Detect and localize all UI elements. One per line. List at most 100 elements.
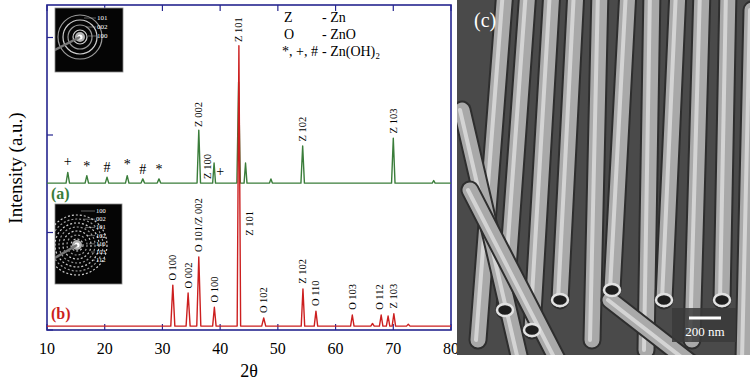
- x-tick-top: [162, 5, 163, 11]
- tube: [664, 0, 678, 300]
- xrd-trace: [47, 46, 451, 326]
- peak-label: O 102: [258, 287, 269, 313]
- peak-symbol: +: [64, 154, 72, 169]
- inset-rings: [55, 15, 102, 59]
- tube-highlight: [610, 0, 626, 290]
- x-tick: [277, 324, 278, 330]
- x-tick: [220, 324, 221, 330]
- peak-label: O 100: [167, 255, 178, 281]
- tube: [532, 0, 552, 330]
- saed-inset: 100002101102110103112: [47, 204, 122, 284]
- tube: [560, 0, 576, 300]
- key-symbol: *, +, #: [282, 44, 318, 59]
- peak-label: Z 103: [388, 284, 399, 309]
- series-label: (b): [51, 305, 71, 323]
- beam-stopper: [55, 245, 77, 259]
- inset-label: 002: [96, 215, 106, 222]
- x-tick-top: [393, 5, 394, 11]
- peak-label: Z 101: [233, 17, 244, 42]
- inset-background: [55, 8, 123, 72]
- peak-label: Z 101: [244, 211, 255, 236]
- peak-label: Z 102: [297, 259, 308, 284]
- peak-symbol: +: [216, 164, 224, 179]
- x-axis-label: 2θ: [240, 361, 258, 381]
- sem-tubes: [460, 0, 750, 355]
- peak-label: Z 002: [193, 102, 204, 127]
- x-tick: [104, 324, 105, 330]
- y-tick: [47, 37, 53, 38]
- inset-leader: [86, 27, 96, 28]
- tube: [612, 0, 628, 290]
- tube-opening: [552, 294, 568, 306]
- peak-label: O 103: [347, 284, 358, 310]
- y-axis-label: Intensity (a.u.): [5, 112, 27, 223]
- key-label: - Zn: [322, 10, 346, 25]
- tube-highlight: [558, 0, 574, 300]
- x-tick-label: 80: [443, 340, 459, 357]
- inset-leader: [93, 260, 95, 261]
- inset-leader: [88, 36, 96, 37]
- peak-label: O 002: [183, 262, 194, 288]
- plot-frame: [47, 5, 451, 330]
- inset-rings: [55, 211, 107, 275]
- inset-background: [55, 204, 122, 284]
- inset-leader: [81, 211, 95, 212]
- peak-label: Z 102: [297, 117, 308, 142]
- tube: [470, 190, 560, 355]
- tube-shadow: [470, 190, 560, 355]
- inset-label: 002: [97, 23, 108, 31]
- peak-label: Z 103: [388, 109, 399, 134]
- peak-symbol: #: [104, 160, 111, 175]
- peak-label: O 101/Z 002: [193, 198, 204, 252]
- x-tick: [46, 324, 47, 330]
- y-tick: [47, 134, 53, 135]
- tube-opening: [524, 324, 540, 336]
- x-tick-top: [277, 5, 278, 11]
- y-tick: [47, 329, 53, 330]
- peak-label: O 110: [310, 280, 321, 306]
- inset-label: 102: [96, 232, 106, 239]
- tube-shadow: [612, 0, 628, 290]
- peak-label: O 100: [209, 276, 220, 302]
- tube-shadow: [664, 0, 678, 300]
- tube-highlight: [644, 0, 650, 350]
- tube-shadow: [560, 0, 576, 300]
- tube-highlight: [662, 0, 676, 300]
- peak-symbol: *: [155, 162, 162, 177]
- inset-label: 100: [97, 32, 108, 40]
- x-tick-top: [46, 5, 47, 11]
- peak-symbol: #: [139, 162, 146, 177]
- key-symbol: Z: [284, 10, 293, 25]
- x-tick: [450, 324, 451, 330]
- x-tick-top: [220, 5, 221, 11]
- key-label: - Zn(OH)₂: [322, 44, 380, 60]
- key-label: - ZnO: [322, 27, 356, 42]
- inset-label: 101: [96, 223, 106, 230]
- series-label: (a): [51, 185, 70, 203]
- inset-leader: [87, 235, 95, 236]
- x-tick: [335, 324, 336, 330]
- x-tick-label: 50: [270, 340, 286, 357]
- x-tick-top: [450, 5, 451, 11]
- sem-panel: (c) 200 nm: [457, 0, 750, 370]
- tube-opening: [656, 294, 672, 306]
- x-tick-label: 20: [97, 340, 113, 357]
- inset-label: 112: [96, 256, 106, 263]
- x-tick-label: 40: [212, 340, 228, 357]
- peak-symbol: *: [124, 157, 131, 172]
- inset-leader: [83, 219, 95, 220]
- scale-bar-backdrop: [672, 308, 736, 342]
- scale-bar-label: 200 nm: [685, 324, 724, 339]
- tube-opening: [714, 294, 730, 306]
- beam-stopper: [55, 37, 80, 51]
- x-tick: [162, 324, 163, 330]
- tube-opening: [497, 304, 513, 316]
- x-tick-label: 60: [328, 340, 344, 357]
- scale-bar: [689, 317, 721, 320]
- panel-label: (c): [474, 9, 496, 32]
- tube-highlight: [530, 0, 550, 330]
- peak-symbol: *: [83, 159, 90, 174]
- tube-highlight: [742, 10, 750, 355]
- x-tick-label: 30: [154, 340, 170, 357]
- inset-leader: [85, 227, 95, 228]
